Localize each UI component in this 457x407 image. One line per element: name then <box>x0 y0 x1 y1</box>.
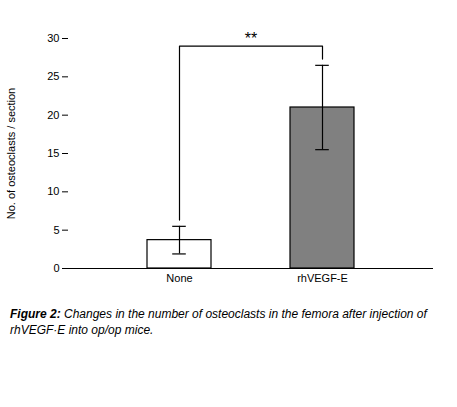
svg-text:rhVEGF-E: rhVEGF-E <box>297 272 348 284</box>
svg-text:**: ** <box>245 30 257 47</box>
svg-text:20: 20 <box>47 109 59 121</box>
html-text:Figure 2: Changes in the numbe: Figure 2: Changes in the number of osteo… <box>10 307 427 338</box>
svg-text:10: 10 <box>47 185 59 197</box>
svg-text:5: 5 <box>53 224 59 236</box>
svg-text:None: None <box>166 272 192 284</box>
svg-text:15: 15 <box>47 147 59 159</box>
svg-text:No. of osteoclasts / section: No. of osteoclasts / section <box>5 88 17 219</box>
svg-text:25: 25 <box>47 70 59 82</box>
svg-text:0: 0 <box>53 262 59 274</box>
svg-text:30: 30 <box>47 32 59 44</box>
